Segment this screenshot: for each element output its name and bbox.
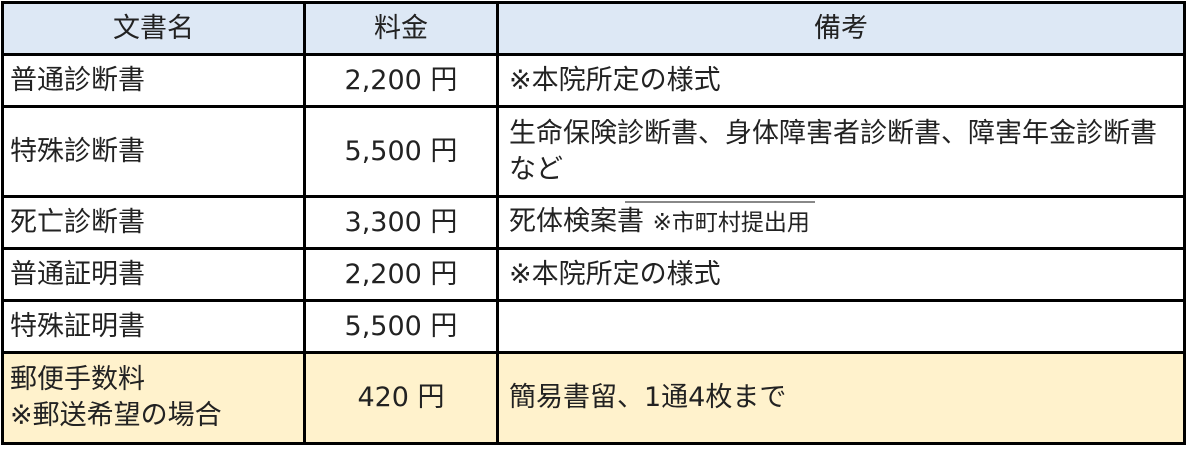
document-name: 普通証明書 [1,247,306,302]
fee: 3,300 円 [303,195,499,250]
table-row: 死亡診断書 3,300 円 死体検案書 ※市町村提出用 [1,195,1186,250]
header-fee: 料金 [303,1,499,56]
fee: 5,500 円 [303,299,499,354]
note [496,299,1186,354]
document-name: 普通診断書 [1,53,306,108]
postage-condition: ※郵送希望の場合 [10,400,222,431]
header-notes: 備考 [496,1,1186,56]
table-row: 普通証明書 2,200 円 ※本院所定の様式 [1,247,1186,302]
document-name: 死亡診断書 [1,195,306,250]
postage-label: 郵便手数料 [10,364,145,395]
header-document-name: 文書名 [1,1,306,56]
document-name: 特殊診断書 [1,105,306,198]
note: 生命保険診断書、身体障害者診断書、障害年金診断書など [496,105,1186,198]
note-text: 死体検案書 [509,206,653,237]
fee: 420 円 [303,351,499,445]
fee: 2,200 円 [303,247,499,302]
note: 死体検案書 ※市町村提出用 [496,195,1186,250]
note-remark: ※市町村提出用 [652,210,810,236]
divider-artifact [625,201,815,203]
document-name: 特殊証明書 [1,299,306,354]
note: ※本院所定の様式 [496,247,1186,302]
note: 簡易書留、1通4枚まで [496,351,1186,445]
table-row: 特殊診断書 5,500 円 生命保険診断書、身体障害者診断書、障害年金診断書など [1,105,1186,198]
fee: 5,500 円 [303,105,499,198]
fee-table: 文書名 料金 備考 普通診断書 2,200 円 ※本院所定の様式 特殊診断書 5… [1,1,1186,445]
table-row: 特殊証明書 5,500 円 [1,299,1186,354]
document-name: 郵便手数料 ※郵送希望の場合 [1,351,306,445]
postage-row: 郵便手数料 ※郵送希望の場合 420 円 簡易書留、1通4枚まで [1,351,1186,445]
table-row: 普通診断書 2,200 円 ※本院所定の様式 [1,53,1186,108]
header-row: 文書名 料金 備考 [1,1,1186,56]
fee: 2,200 円 [303,53,499,108]
note: ※本院所定の様式 [496,53,1186,108]
